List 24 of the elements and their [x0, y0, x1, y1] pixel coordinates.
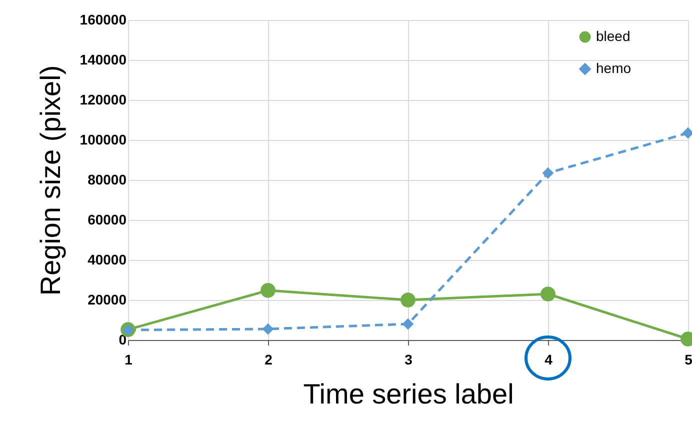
y-axis-title: Region size (pixel)	[34, 65, 66, 296]
point	[260, 283, 276, 298]
point	[262, 323, 274, 335]
y-tick-label: 60000	[88, 212, 127, 228]
x-axis-title: Time series label	[303, 378, 514, 410]
y-tick-label: 0	[118, 332, 127, 348]
y-tick-label: 120000	[80, 92, 127, 108]
y-tick-label: 160000	[80, 12, 127, 28]
legend-label: hemo	[596, 60, 632, 76]
point	[540, 286, 556, 302]
y-tick-label: 20000	[88, 292, 127, 308]
x-tick-label: 1	[124, 352, 133, 368]
x-tick-label: 2	[264, 352, 273, 368]
y-tick-label: 40000	[88, 252, 127, 268]
y-tick-label: 100000	[80, 132, 127, 148]
point	[402, 318, 414, 330]
legend-label: bleed	[596, 28, 630, 44]
y-tick-label: 80000	[88, 172, 127, 188]
point	[542, 167, 554, 179]
x-tick-label: 3	[404, 352, 413, 368]
x-tick-label: 5	[684, 352, 692, 368]
x-tick-label: 4	[544, 352, 553, 368]
point	[400, 292, 416, 308]
y-tick-label: 140000	[80, 52, 127, 68]
